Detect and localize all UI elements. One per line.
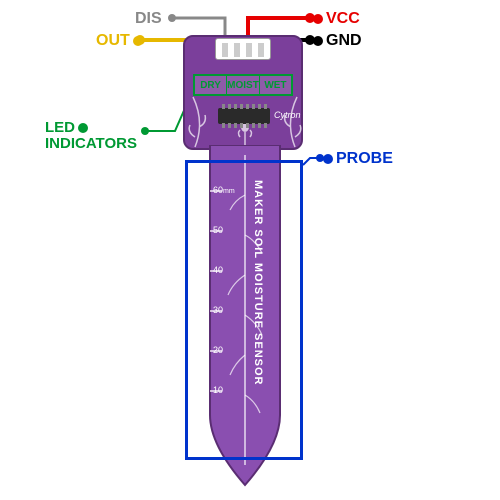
grove-connector	[215, 38, 271, 60]
led-wet: WET	[260, 76, 291, 94]
label-vcc: VCC	[310, 10, 360, 28]
led-indicator-box: DRY MOIST WET	[193, 74, 293, 96]
label-gnd: GND	[310, 32, 362, 50]
label-led: LED INDICATORS	[45, 120, 137, 152]
label-out: OUT	[96, 32, 146, 50]
brand-text: Cytron	[274, 110, 301, 120]
led-moist: MOIST	[227, 76, 260, 94]
led-dry: DRY	[195, 76, 227, 94]
wire-dis-dot	[168, 14, 176, 22]
ic-chip	[218, 108, 270, 124]
probe-callout-box	[185, 160, 303, 460]
label-probe: PROBE	[320, 150, 393, 168]
label-dis: DIS	[135, 10, 162, 28]
